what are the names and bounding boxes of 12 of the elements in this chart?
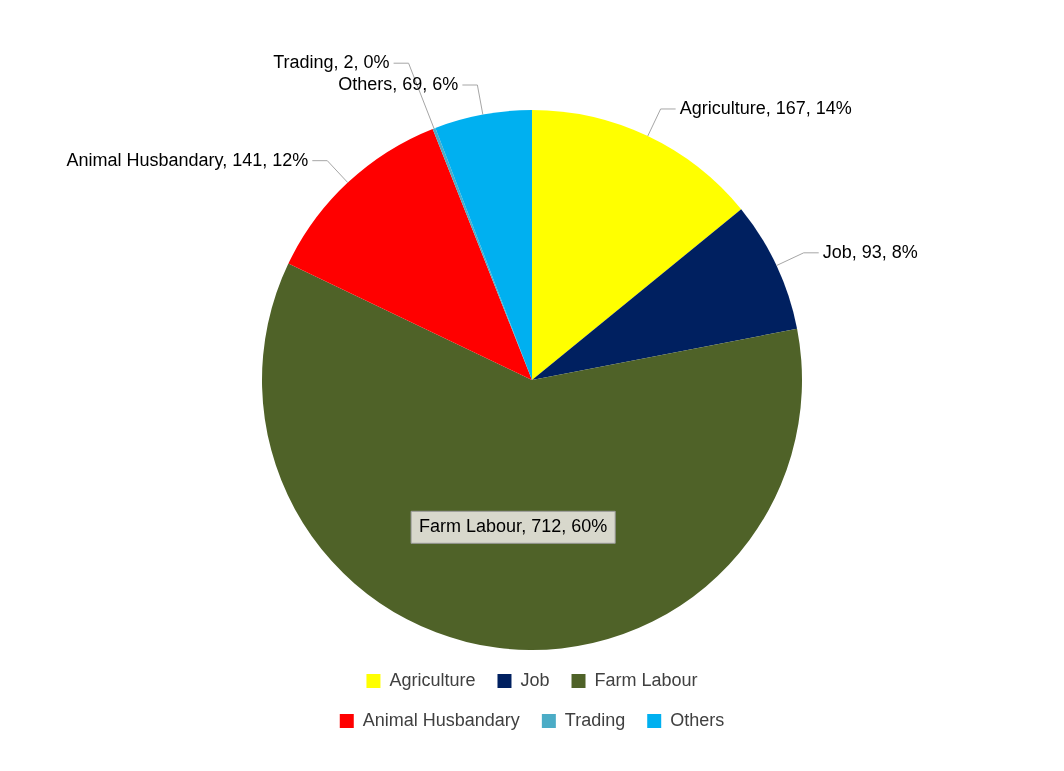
- data-label: Agriculture, 167, 14%: [679, 97, 852, 118]
- data-label: Animal Husbandary, 141, 12%: [66, 149, 309, 170]
- data-label: Job, 93, 8%: [822, 241, 918, 262]
- legend-label: Trading: [564, 709, 626, 730]
- legend-label: Others: [670, 709, 725, 730]
- data-label: Farm Labour, 712, 60%: [419, 516, 608, 537]
- legend-label: Job: [520, 669, 550, 690]
- data-label: Others, 69, 6%: [338, 73, 459, 94]
- legend-label: Farm Labour: [594, 669, 698, 690]
- legend-label: Animal Husbandary: [362, 709, 520, 730]
- data-label: Trading, 2, 0%: [273, 52, 390, 73]
- legend-label: Agriculture: [389, 669, 476, 690]
